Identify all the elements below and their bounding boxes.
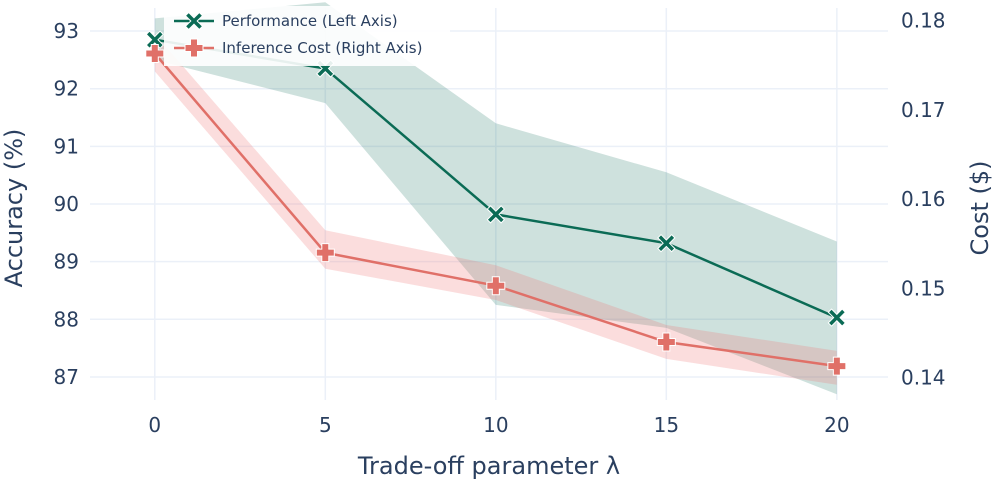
- left-y-tick-label: 92: [54, 77, 79, 101]
- right-y-tick-label: 0.16: [901, 187, 946, 211]
- inference-cost-marker: [315, 243, 335, 263]
- inference-cost-marker: [827, 356, 847, 376]
- performance-marker: [486, 205, 506, 224]
- left-y-axis-title: Accuracy (%): [0, 129, 28, 288]
- legend-background: [164, 6, 450, 66]
- inference-cost-marker: [145, 44, 165, 64]
- right-y-tick-label: 0.14: [901, 366, 946, 390]
- right-y-axis-title: Cost ($): [966, 161, 994, 256]
- left-y-tick-label: 87: [54, 365, 79, 389]
- legend-symbol-inference-cost: [174, 38, 214, 58]
- inference-cost-marker: [656, 332, 676, 352]
- right-y-tick-label: 0.18: [901, 9, 946, 33]
- performance-marker: [827, 308, 847, 327]
- series-markers: [145, 30, 847, 376]
- left-y-tick-label: 89: [54, 250, 79, 274]
- inference-cost-marker: [486, 276, 506, 296]
- right-y-tick-label: 0.17: [901, 98, 946, 122]
- x-axis-title: Trade-off parameter λ: [357, 452, 620, 480]
- legend: Performance (Left Axis) Inference Cost (…: [164, 6, 450, 66]
- legend-label-performance: Performance (Left Axis): [222, 12, 398, 30]
- x-tick-label: 20: [824, 413, 849, 437]
- x-tick-label: 15: [654, 413, 679, 437]
- performance-error-band: [154, 2, 837, 395]
- legend-label-inference-cost: Inference Cost (Right Axis): [222, 39, 422, 57]
- legend-inference-cost-marker: [184, 38, 204, 58]
- legend-performance-marker: [184, 11, 204, 31]
- performance-marker: [657, 233, 676, 253]
- inference-cost-error-band: [154, 33, 837, 385]
- legend-symbol-performance: [174, 11, 214, 31]
- left-y-tick-label: 90: [54, 192, 79, 216]
- left-y-tick-label: 88: [54, 307, 79, 331]
- left-y-tick-label: 93: [54, 19, 79, 43]
- tick-labels: 0 5 10 15 20 87 88 89 90 91 92 93 0.14 0.15 0.16 0.17 0.…: [54, 9, 946, 437]
- error-bands: [154, 2, 837, 395]
- x-tick-label: 5: [319, 413, 332, 437]
- right-y-tick-label: 0.15: [901, 276, 946, 300]
- performance-marker: [145, 30, 165, 49]
- left-y-tick-label: 91: [54, 134, 79, 158]
- x-tick-label: 0: [148, 413, 161, 437]
- x-tick-label: 10: [483, 413, 508, 437]
